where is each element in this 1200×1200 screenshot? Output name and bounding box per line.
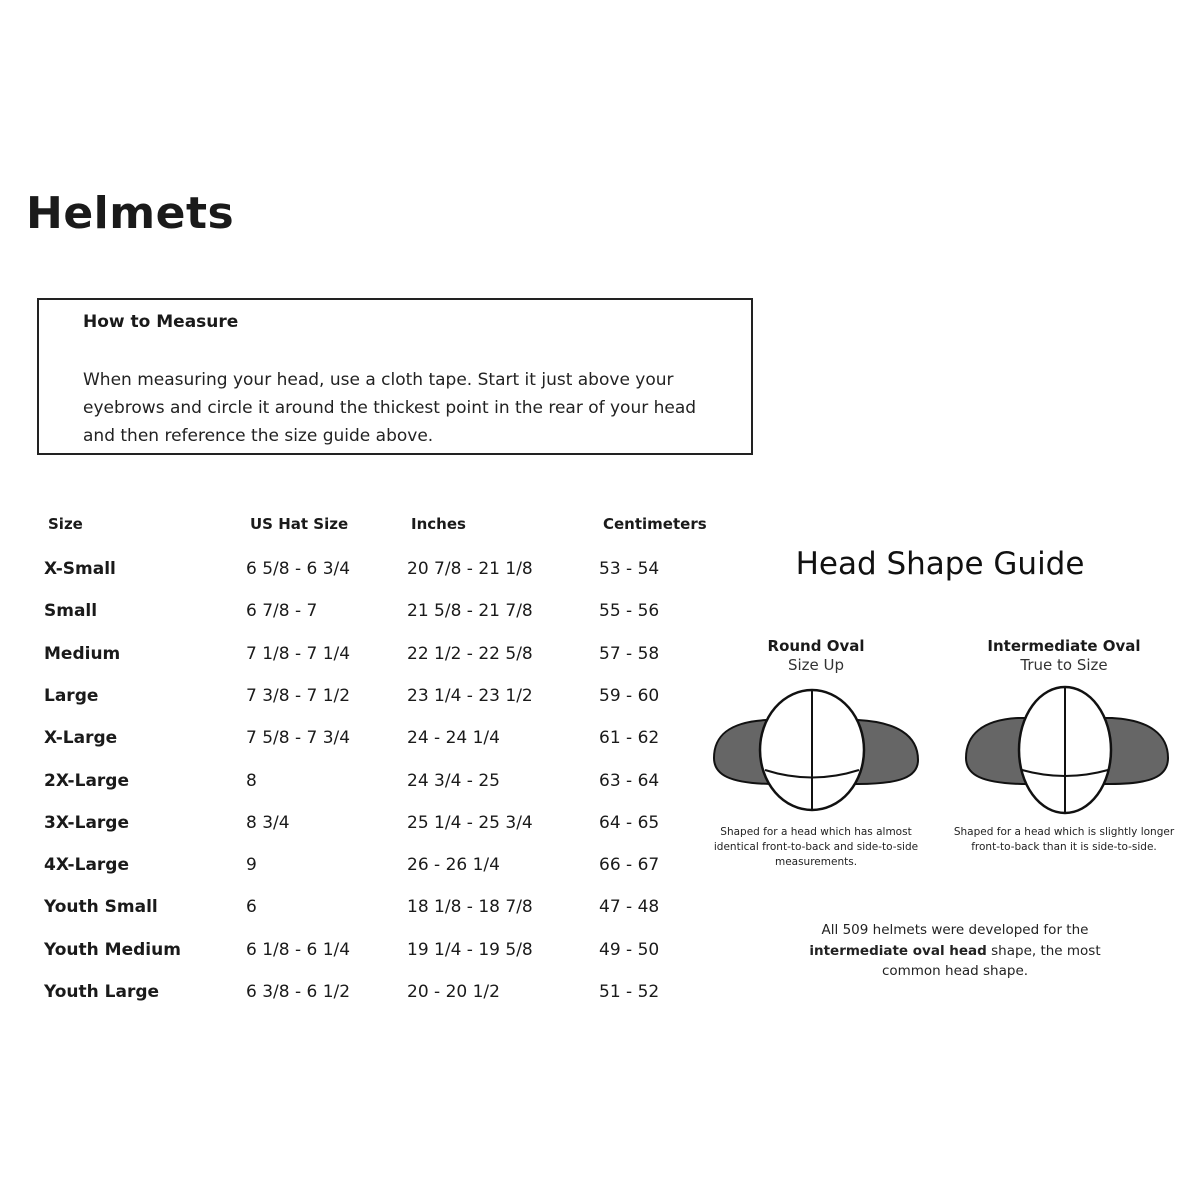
cell-centimeters: 64 - 65 xyxy=(599,812,660,833)
intermediate-oval-description: Shaped for a head which is slightly long… xyxy=(953,826,1175,853)
cell-centimeters: 49 - 50 xyxy=(599,939,660,960)
cell-inches: 21 5/8 - 21 7/8 xyxy=(407,601,533,622)
how-to-measure-box: How to Measure When measuring your head,… xyxy=(37,298,753,455)
cell-us-hat-size: 6 7/8 - 7 xyxy=(246,601,318,622)
cell-inches: 24 - 24 1/4 xyxy=(407,728,500,749)
column-header-inches: Inches xyxy=(411,515,466,533)
cell-centimeters: 57 - 58 xyxy=(599,643,660,664)
cell-inches: 20 7/8 - 21 1/8 xyxy=(407,559,533,579)
how-to-measure-heading: How to Measure xyxy=(83,312,239,332)
cell-centimeters: 66 - 67 xyxy=(599,855,660,876)
intermediate-oval-fit: True to Size xyxy=(1020,656,1108,674)
cell-inches: 19 1/4 - 19 5/8 xyxy=(407,939,533,960)
cell-size: Medium xyxy=(44,643,121,664)
helmet-shape-note: All 509 helmets were developed for the i… xyxy=(780,920,1130,982)
cell-us-hat-size: 7 3/8 - 7 1/2 xyxy=(246,685,351,706)
cell-size: 2X-Large xyxy=(44,770,129,791)
cell-size: 4X-Large xyxy=(44,855,129,876)
cell-centimeters: 51 - 52 xyxy=(599,982,660,1002)
column-header-us-hat-size: US Hat Size xyxy=(250,515,349,533)
cell-size: X-Large xyxy=(44,728,118,749)
cell-inches: 26 - 26 1/4 xyxy=(407,855,500,876)
cell-us-hat-size: 6 xyxy=(246,897,257,918)
cell-size: Youth Large xyxy=(44,982,160,1002)
cell-us-hat-size: 8 xyxy=(246,770,257,791)
round-oval-fit: Size Up xyxy=(787,656,845,674)
cell-size: Youth Medium xyxy=(44,939,181,960)
cell-inches: 22 1/2 - 22 5/8 xyxy=(407,643,533,664)
cell-inches: 20 - 20 1/2 xyxy=(407,982,500,1002)
cell-us-hat-size: 6 3/8 - 6 1/2 xyxy=(246,982,351,1002)
cell-size: X-Small xyxy=(44,559,116,579)
cell-us-hat-size: 6 5/8 - 6 3/4 xyxy=(246,559,351,579)
cell-inches: 25 1/4 - 25 3/4 xyxy=(407,812,533,833)
cell-inches: 24 3/4 - 25 xyxy=(407,770,500,791)
cell-us-hat-size: 7 5/8 - 7 3/4 xyxy=(246,728,351,749)
cell-size: Large xyxy=(44,685,99,706)
note-text-end: shape, the most common head shape. xyxy=(881,942,1101,980)
round-oval-head-icon xyxy=(712,688,920,812)
cell-us-hat-size: 6 1/8 - 6 1/4 xyxy=(246,939,351,960)
cell-us-hat-size: 9 xyxy=(246,855,257,876)
cell-centimeters: 63 - 64 xyxy=(599,770,660,791)
cell-size: Youth Small xyxy=(44,897,158,918)
cell-size: 3X-Large xyxy=(44,812,129,833)
cell-centimeters: 55 - 56 xyxy=(599,601,660,622)
note-text: All 509 helmets were developed for the xyxy=(821,922,1089,938)
cell-centimeters: 47 - 48 xyxy=(599,897,660,918)
intermediate-oval-name: Intermediate Oval xyxy=(987,637,1141,655)
head-shape-guide-title: Head Shape Guide xyxy=(795,546,1085,582)
intermediate-oval-head-icon xyxy=(964,685,1170,815)
cell-inches: 23 1/4 - 23 1/2 xyxy=(407,685,533,706)
cell-size: Small xyxy=(44,601,98,622)
how-to-measure-text: When measuring your head, use a cloth ta… xyxy=(83,370,697,446)
cell-us-hat-size: 7 1/8 - 7 1/4 xyxy=(246,643,351,664)
column-header-size: Size xyxy=(48,515,83,533)
round-oval-name: Round Oval xyxy=(767,637,865,655)
cell-us-hat-size: 8 3/4 xyxy=(246,812,290,833)
page-title: Helmets xyxy=(26,188,235,239)
column-header-centimeters: Centimeters xyxy=(603,515,707,533)
note-bold-text: intermediate oval head xyxy=(809,942,987,959)
cell-centimeters: 53 - 54 xyxy=(599,559,660,579)
head-shape-illustrations xyxy=(712,685,1170,815)
cell-centimeters: 61 - 62 xyxy=(599,728,660,749)
cell-centimeters: 59 - 60 xyxy=(599,685,660,706)
round-oval-description: Shaped for a head which has almost ident… xyxy=(713,826,919,868)
cell-inches: 18 1/8 - 18 7/8 xyxy=(407,897,533,918)
